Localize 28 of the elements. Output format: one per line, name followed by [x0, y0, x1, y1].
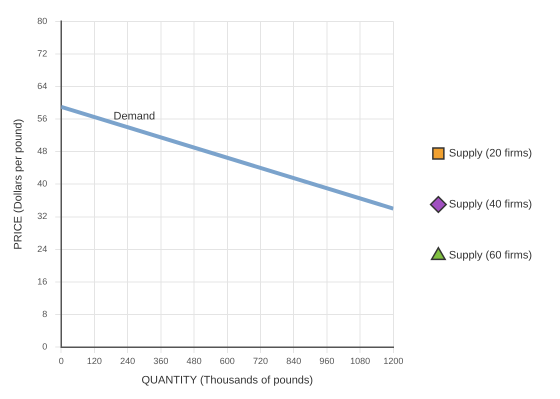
x-tick-label: 480 [186, 356, 202, 366]
y-tick-label: 72 [37, 48, 48, 58]
x-tick-label: 960 [319, 356, 334, 366]
x-tick-label: 600 [220, 356, 235, 366]
y-tick-label: 48 [37, 146, 48, 156]
legend-label: Supply (60 firms) [448, 250, 532, 262]
x-tick-label: 720 [252, 356, 268, 366]
y-tick-label: 16 [37, 276, 48, 286]
x-tick-label: 120 [86, 356, 102, 366]
y-tick-label: 80 [37, 16, 48, 26]
y-tick-label: 8 [42, 308, 48, 319]
y-tick-label: 32 [37, 211, 48, 222]
x-tick-label: 240 [120, 356, 136, 366]
y-axis-title: PRICE (Dollars per pound) [12, 118, 25, 250]
y-tick-label: 0 [42, 341, 48, 352]
x-tick-label: 360 [153, 356, 168, 366]
y-tick-label: 56 [37, 114, 48, 124]
series-label: Demand [113, 110, 156, 122]
x-tick-label: 1200 [383, 356, 404, 366]
y-tick-label: 40 [37, 178, 48, 189]
y-tick-label: 24 [37, 244, 48, 254]
legend-label: Supply (40 firms) [448, 198, 532, 211]
y-tick-label: 64 [37, 81, 48, 92]
x-tick-label: 0 [58, 356, 64, 366]
x-axis-title: QUANTITY (Thousands of pounds) [141, 374, 314, 386]
legend-label: Supply (20 firms) [448, 148, 532, 160]
x-tick-label: 840 [286, 356, 302, 366]
x-tick-label: 1080 [350, 356, 370, 366]
